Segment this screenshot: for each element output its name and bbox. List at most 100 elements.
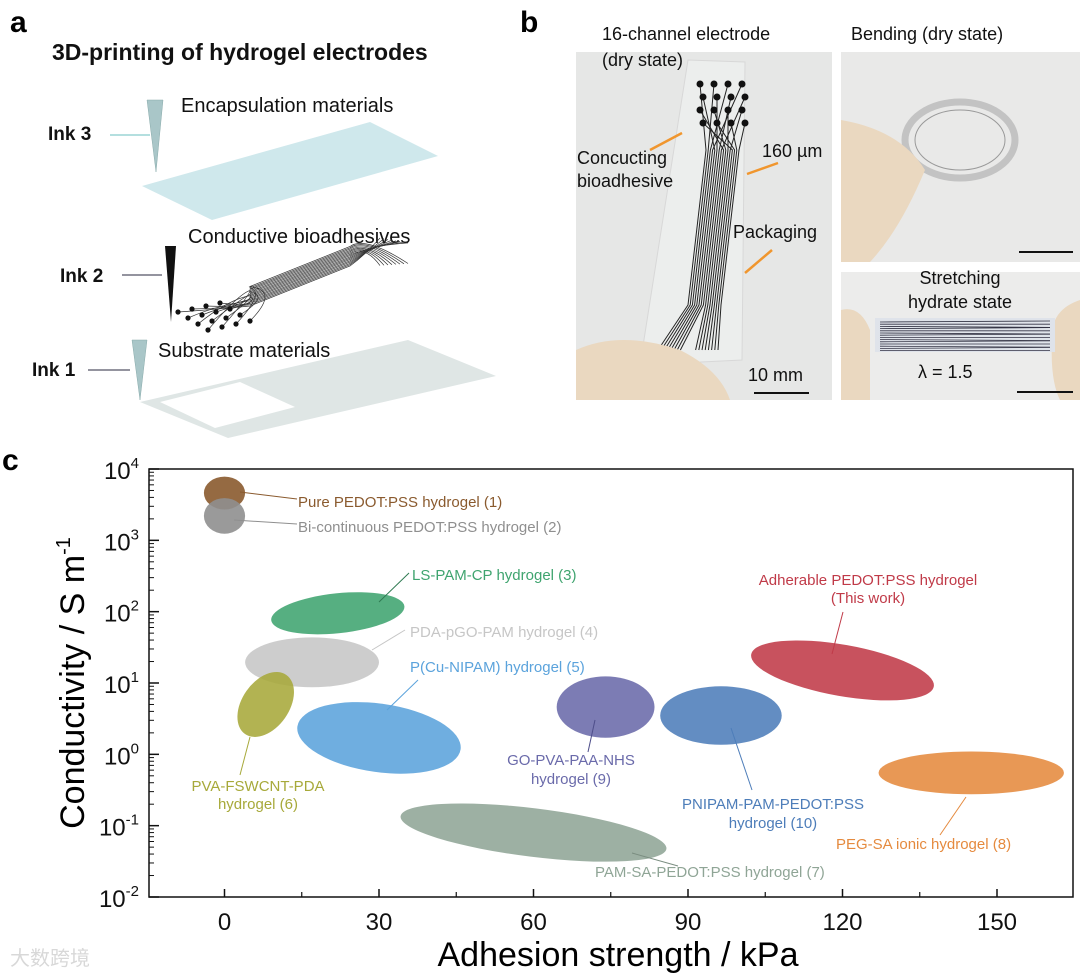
y-tick-label: 101	[104, 669, 139, 699]
series-label-9-line2: hydrogel (9)	[531, 771, 611, 788]
adhesion-conductivity-chart: Pure PEDOT:PSS hydrogel (1) Bi-continuou…	[53, 455, 1074, 974]
panel-letter-a: a	[10, 6, 27, 39]
pad	[237, 312, 243, 318]
ink1-label: Ink 1	[32, 360, 76, 381]
electrode-photo: (dry state) Concucting bioadhesive 160 µ…	[576, 50, 832, 400]
panel-letter-c: c	[2, 444, 19, 477]
stretch-ratio: λ = 1.5	[918, 362, 973, 382]
y-tick-exponent: -2	[126, 883, 139, 900]
series-label-8: PEG-SA ionic hydrogel (8)	[836, 836, 1011, 853]
pad	[203, 303, 209, 309]
bioadhesive-annotation-line2: bioadhesive	[577, 171, 673, 191]
electrode-traces	[177, 237, 409, 331]
pad	[227, 306, 233, 312]
pad	[213, 309, 219, 315]
pad	[185, 315, 191, 321]
nozzle-ink1-icon	[131, 339, 148, 401]
stretch-photo-title: Stretching	[919, 268, 1000, 288]
arrow-bioadhesive-icon	[649, 131, 683, 152]
ink2-label: Ink 2	[60, 266, 103, 287]
pad	[247, 318, 253, 324]
scale-bar-label: 10 mm	[748, 365, 803, 385]
pad	[233, 321, 239, 327]
series-label-2: Bi-continuous PEDOT:PSS hydrogel (2)	[298, 519, 561, 536]
x-tick-label: 120	[822, 909, 862, 936]
y-tick-exponent: 4	[131, 455, 139, 472]
y-tick-label: 10-2	[99, 883, 139, 913]
panel-a-title: 3D-printing of hydrogel electrodes	[52, 39, 428, 65]
series-ellipse-3	[271, 592, 405, 635]
series-label-this-work: Adherable PEDOT:PSS hydrogel	[759, 572, 977, 589]
y-tick-label: 100	[104, 740, 139, 770]
watermark: 大数跨境	[10, 947, 90, 970]
series-ellipse-2	[203, 498, 246, 534]
pad	[189, 306, 195, 312]
y-tick-label: 104	[104, 455, 139, 485]
series-ellipse-9	[556, 676, 655, 738]
y-axis-title-text: Conductivity / S m	[54, 555, 92, 829]
x-tick-label: 30	[366, 909, 393, 936]
pad	[217, 300, 223, 306]
arrow-width-icon	[746, 161, 779, 176]
series-ellipse-6	[237, 672, 294, 737]
pad	[219, 324, 225, 330]
nozzle-ink2-icon	[165, 246, 176, 322]
leader-line-6	[239, 736, 251, 776]
arrow-packaging-icon	[744, 249, 773, 274]
bioadhesive-annotation: Concucting	[577, 148, 667, 168]
series-label-10-line2: hydrogel (10)	[729, 815, 817, 832]
series-ellipse-7	[400, 803, 667, 862]
leader-lines	[233, 491, 967, 867]
series-label-5: P(Cu-NIPAM) hydrogel (5)	[410, 659, 585, 676]
series-ellipse-5	[297, 702, 461, 774]
pad	[199, 312, 205, 318]
series-label-1: Pure PEDOT:PSS hydrogel (1)	[298, 494, 502, 511]
substrate-window	[160, 382, 295, 428]
y-tick-exponent: 1	[131, 669, 139, 686]
y-axis-title: Conductivity / S m-1	[53, 537, 92, 829]
packaging-annotation: Packaging	[733, 222, 817, 242]
pad	[175, 309, 181, 315]
y-tick-base: 10	[104, 601, 131, 628]
leader-line-4	[371, 629, 406, 651]
pad	[209, 318, 215, 324]
layer-conductive: Ink 2 Conductive bioadhesives	[60, 226, 410, 333]
series-label-9: GO-PVA-PAA-NHS	[507, 752, 635, 769]
series-label-7: PAM-SA-PEDOT:PSS hydrogel (7)	[595, 864, 825, 881]
conductive-label: Conductive bioadhesives	[188, 226, 410, 248]
x-axis-title: Adhesion strength / kPa	[437, 936, 798, 974]
series-ellipse-8	[878, 751, 1064, 795]
series-label-10: PNIPAM-PAM-PEDOT:PSS	[682, 796, 864, 813]
leader-line-1	[239, 491, 298, 500]
x-tick-label: 90	[675, 909, 702, 936]
electrode-photo-title: 16-channel electrode	[602, 24, 770, 44]
y-tick-exponent: -1	[126, 812, 139, 829]
series-label-3: LS-PAM-CP hydrogel (3)	[412, 567, 577, 584]
leader-line-8	[939, 796, 967, 836]
stretch-photo-subtitle: hydrate state	[908, 292, 1012, 312]
y-tick-base: 10	[104, 529, 131, 556]
y-tick-label: 10-1	[99, 812, 139, 842]
nozzle-ink3-icon	[146, 99, 164, 173]
width-annotation: 160 µm	[762, 141, 822, 161]
y-tick-base: 10	[104, 672, 131, 699]
pad	[205, 327, 211, 333]
y-tick-base: 10	[104, 458, 131, 485]
encapsulation-label: Encapsulation materials	[181, 95, 393, 117]
bending-photo	[841, 52, 1080, 262]
y-tick-exponent: 3	[131, 526, 139, 543]
y-axis-title-exponent: -1	[53, 537, 75, 555]
series-label-6-line2: hydrogel (6)	[218, 796, 298, 813]
leader-line-2	[233, 519, 298, 525]
y-tick-base: 10	[104, 743, 131, 770]
leader-line-9	[587, 719, 596, 753]
x-tick-label: 60	[520, 909, 547, 936]
panel-letter-b: b	[520, 6, 538, 39]
pad	[223, 315, 229, 321]
leader-line-10	[730, 727, 753, 791]
layer-encapsulation: Ink 3 Encapsulation materials	[48, 95, 438, 220]
leader-line-this-work	[831, 611, 844, 655]
y-tick-exponent: 0	[131, 740, 139, 757]
x-tick-label: 150	[977, 909, 1017, 936]
